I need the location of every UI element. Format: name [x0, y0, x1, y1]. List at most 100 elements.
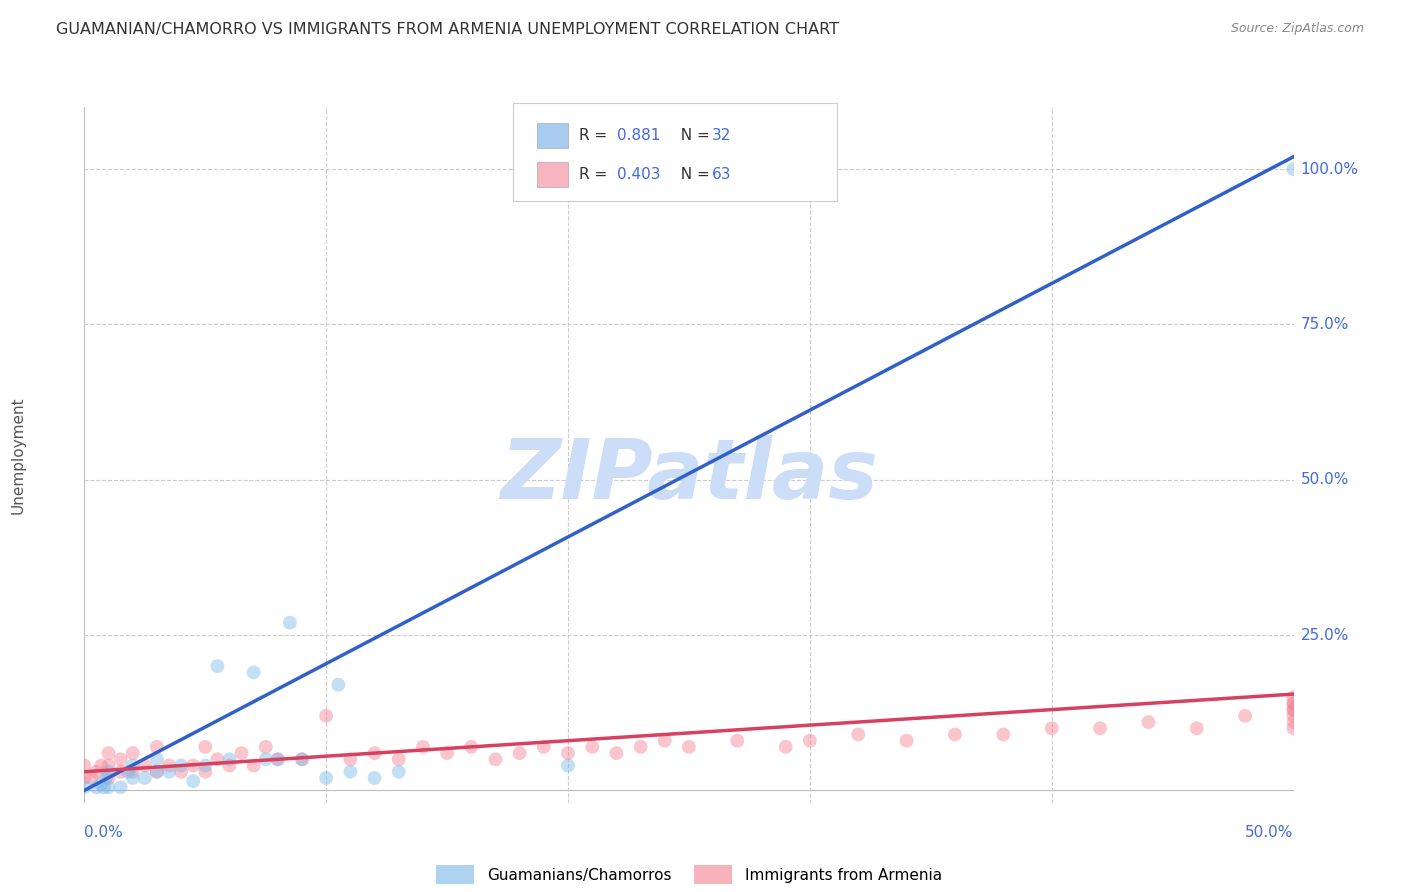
Point	[775, 739, 797, 754]
Point	[121, 758, 143, 772]
Point	[146, 764, 169, 779]
Point	[73, 771, 96, 785]
Text: ZIPatlas: ZIPatlas	[501, 435, 877, 516]
Point	[242, 665, 264, 680]
Legend: Guamanians/Chamorros, Immigrants from Armenia: Guamanians/Chamorros, Immigrants from Ar…	[430, 859, 948, 890]
Point	[93, 780, 115, 795]
Point	[218, 758, 240, 772]
Point	[1282, 721, 1305, 735]
Point	[86, 764, 108, 779]
Point	[94, 771, 117, 785]
Point	[90, 777, 112, 791]
Point	[121, 764, 143, 779]
Point	[436, 746, 458, 760]
Point	[117, 764, 139, 779]
Point	[231, 746, 253, 760]
Point	[1282, 697, 1305, 711]
Point	[315, 771, 337, 785]
Point	[1282, 703, 1305, 717]
Text: N =: N =	[671, 128, 714, 143]
Text: 32: 32	[711, 128, 731, 143]
Point	[339, 764, 361, 779]
Point	[1137, 714, 1160, 729]
Point	[460, 739, 482, 754]
Point	[121, 771, 143, 785]
Text: 63: 63	[711, 168, 731, 182]
Point	[557, 746, 579, 760]
Text: 50.0%: 50.0%	[1301, 472, 1348, 487]
Point	[1282, 714, 1305, 729]
Point	[267, 752, 290, 766]
Point	[110, 752, 132, 766]
Point	[315, 708, 337, 723]
Point	[194, 739, 217, 754]
Point	[509, 746, 531, 760]
Point	[363, 771, 385, 785]
Point	[97, 746, 120, 760]
Point	[1040, 721, 1063, 735]
Point	[170, 758, 193, 772]
Point	[80, 771, 103, 785]
Point	[254, 752, 277, 766]
Text: 50.0%: 50.0%	[1246, 825, 1294, 840]
Point	[278, 615, 301, 630]
Point	[110, 764, 132, 779]
Point	[896, 733, 918, 747]
Point	[678, 739, 700, 754]
Point	[157, 758, 180, 772]
Point	[993, 727, 1015, 741]
Point	[339, 752, 361, 766]
Point	[388, 764, 411, 779]
Point	[1282, 703, 1305, 717]
Point	[557, 758, 579, 772]
Point	[581, 739, 603, 754]
Text: GUAMANIAN/CHAMORRO VS IMMIGRANTS FROM ARMENIA UNEMPLOYMENT CORRELATION CHART: GUAMANIAN/CHAMORRO VS IMMIGRANTS FROM AR…	[56, 22, 839, 37]
Text: 0.881: 0.881	[617, 128, 661, 143]
Point	[654, 733, 676, 747]
Point	[134, 771, 156, 785]
Point	[533, 739, 555, 754]
Point	[254, 739, 277, 754]
Point	[181, 774, 204, 789]
Point	[146, 752, 169, 766]
Text: 25.0%: 25.0%	[1301, 628, 1348, 642]
Point	[1185, 721, 1208, 735]
Point	[846, 727, 869, 741]
Text: Unemployment: Unemployment	[10, 396, 25, 514]
Point	[73, 758, 96, 772]
Text: 0.403: 0.403	[617, 168, 661, 182]
Point	[73, 780, 96, 795]
Text: N =: N =	[671, 168, 714, 182]
Point	[1282, 690, 1305, 705]
Point	[146, 739, 169, 754]
Point	[97, 764, 120, 779]
Point	[194, 764, 217, 779]
Point	[605, 746, 627, 760]
Point	[86, 780, 108, 795]
Point	[363, 746, 385, 760]
Point	[291, 752, 314, 766]
Text: 75.0%: 75.0%	[1301, 317, 1348, 332]
Point	[1234, 708, 1257, 723]
Point	[799, 733, 821, 747]
Point	[328, 678, 350, 692]
Point	[484, 752, 506, 766]
Point	[170, 764, 193, 779]
Point	[1282, 697, 1305, 711]
Text: 0.0%: 0.0%	[84, 825, 124, 840]
Point	[1088, 721, 1111, 735]
Point	[218, 752, 240, 766]
Point	[630, 739, 652, 754]
Point	[725, 733, 748, 747]
Text: Source: ZipAtlas.com: Source: ZipAtlas.com	[1230, 22, 1364, 36]
Point	[291, 752, 314, 766]
Point	[134, 758, 156, 772]
Point	[943, 727, 966, 741]
Point	[97, 780, 120, 795]
Text: 100.0%: 100.0%	[1301, 161, 1358, 177]
Point	[1282, 162, 1305, 177]
Point	[207, 659, 229, 673]
Point	[181, 758, 204, 772]
Point	[157, 764, 180, 779]
Point	[146, 764, 169, 779]
